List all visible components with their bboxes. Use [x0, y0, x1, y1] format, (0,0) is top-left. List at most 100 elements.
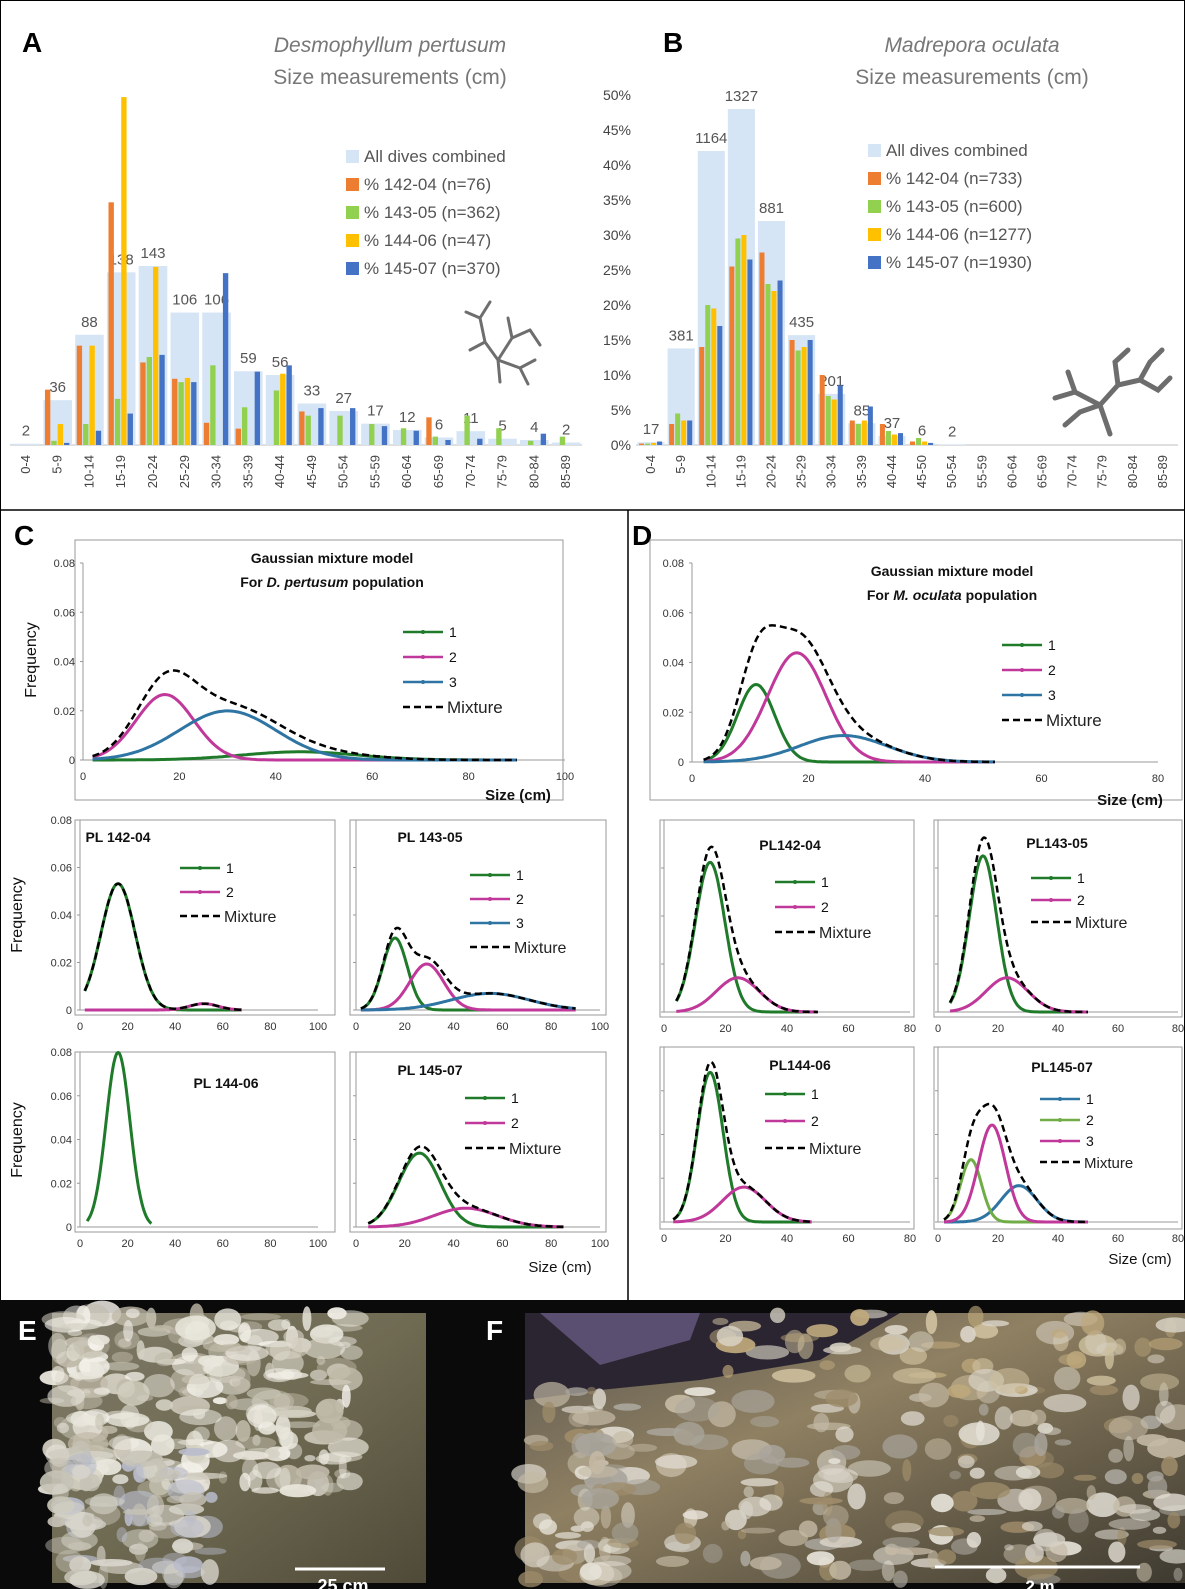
coral-texture — [847, 1460, 891, 1477]
legend-swatch — [346, 206, 359, 219]
coral-texture — [542, 1401, 556, 1424]
legend-marker — [1049, 876, 1053, 880]
bar-series-1 — [44, 389, 51, 445]
legend-label: % 143-05 (n=600) — [886, 197, 1023, 216]
coral-texture — [82, 1514, 93, 1527]
coral-texture — [90, 1334, 110, 1346]
coral-texture — [775, 1457, 810, 1468]
coral-texture — [192, 1426, 210, 1442]
legend-swatch — [868, 172, 881, 185]
legend-label: 1 — [511, 1090, 519, 1106]
coral-texture — [279, 1484, 317, 1498]
bar-series-1 — [108, 202, 114, 445]
legend-marker — [793, 880, 797, 884]
legend-label: All dives combined — [364, 147, 506, 166]
coral-texture — [200, 1559, 219, 1585]
coral-texture — [770, 1307, 786, 1324]
x-tick-label: 80 — [545, 1021, 557, 1033]
coral-icon-madrepora — [1052, 347, 1173, 437]
coral-texture — [1136, 1562, 1152, 1582]
y-tick-label: 0 — [66, 1005, 72, 1017]
bar-series-3 — [651, 442, 657, 445]
coral-texture — [1058, 1354, 1083, 1366]
legend-label: % 145-07 (n=370) — [364, 259, 501, 278]
coral-texture — [835, 1426, 854, 1443]
bar-count-label: 106 — [204, 292, 229, 309]
legend-label: 1 — [516, 867, 524, 883]
coral-texture — [1031, 1409, 1047, 1426]
coral-texture — [1137, 1539, 1177, 1550]
x-tick-label: 40-44 — [884, 455, 899, 488]
coral-texture — [891, 1522, 921, 1533]
coral-texture — [1054, 1439, 1072, 1446]
bar-series-2 — [337, 415, 343, 445]
coral-texture — [825, 1389, 858, 1408]
legend-marker — [1058, 1139, 1062, 1143]
coral-texture — [315, 1453, 352, 1465]
bar-count-label: 881 — [759, 200, 784, 217]
coral-texture — [740, 1527, 776, 1534]
x-tick-label: 0 — [353, 1238, 359, 1250]
bar-series-2 — [855, 424, 861, 445]
coral-texture — [908, 1331, 934, 1352]
gmm-chart: 0 20 40 60 80 100 PL 145-07 1 2 Mixture Size (cm) — [349, 1051, 609, 1276]
bar-series-3 — [711, 308, 717, 445]
coral-texture — [1104, 1346, 1114, 1370]
x-tick-label: 60 — [1112, 1023, 1124, 1035]
bar-series-3 — [121, 97, 127, 445]
bar-series-3 — [801, 347, 807, 445]
bar-series-4 — [254, 371, 261, 445]
y-tick-label: 0.02 — [51, 1178, 72, 1190]
coral-texture — [213, 1334, 240, 1346]
chart-b: 17 0-4 381 5-9 1164 10-14 1327 15-19 881 20-24 435… — [603, 87, 1178, 488]
coral-texture — [67, 1542, 92, 1551]
x-tick-label: 60 — [1112, 1233, 1124, 1245]
gmm-component-3 — [92, 709, 517, 762]
coral-texture — [806, 1324, 838, 1338]
coral-texture — [328, 1367, 363, 1392]
coral-texture — [108, 1436, 140, 1450]
coral-texture — [517, 1471, 549, 1494]
coral-texture — [989, 1368, 1030, 1394]
gmm-mixture — [92, 669, 517, 762]
bar-series-3 — [891, 434, 897, 445]
coral-texture — [882, 1434, 918, 1459]
bar-series-4 — [928, 442, 934, 445]
bar-series-4 — [64, 442, 70, 445]
chart-a-title-measure: Size measurements (cm) — [273, 66, 506, 89]
coral-texture — [600, 1505, 612, 1529]
coral-texture — [628, 1443, 658, 1452]
y-tick-label: 0.02 — [54, 706, 75, 718]
x-tick-label: 100 — [591, 1021, 609, 1033]
coral-texture — [581, 1488, 620, 1510]
bar-series-1 — [426, 417, 432, 445]
y-tick-label: 0.04 — [51, 1135, 72, 1147]
x-tick-label: 20-24 — [764, 455, 779, 488]
x-tick-label: 0-4 — [18, 455, 33, 474]
legend-marker — [1058, 1097, 1062, 1101]
coral-texture — [583, 1544, 596, 1564]
coral-texture — [1073, 1474, 1097, 1481]
coral-texture — [232, 1451, 269, 1460]
coral-texture — [175, 1315, 216, 1341]
y-tick-label: 0.06 — [51, 863, 72, 875]
coral-texture — [1054, 1366, 1081, 1391]
coral-texture — [166, 1495, 185, 1504]
coral-texture — [1081, 1310, 1105, 1336]
legend-label: % 144-06 (n=1277) — [886, 225, 1032, 244]
coral-texture — [951, 1490, 978, 1512]
legend-marker — [488, 921, 492, 925]
legend-label: 2 — [1048, 662, 1056, 678]
coral-texture — [745, 1345, 790, 1360]
x-tick-label: 20 — [802, 773, 814, 785]
coral-texture — [240, 1313, 281, 1321]
chart-title: PL143-05 — [1026, 835, 1088, 851]
legend-marker — [198, 866, 202, 870]
coral-texture — [780, 1333, 819, 1343]
coral-texture — [146, 1307, 157, 1329]
legend-label: 1 — [811, 1086, 819, 1102]
coral-texture — [238, 1322, 252, 1343]
x-tick-label: 50-54 — [336, 455, 351, 488]
coral-texture — [750, 1416, 780, 1428]
coral-texture — [586, 1386, 597, 1395]
